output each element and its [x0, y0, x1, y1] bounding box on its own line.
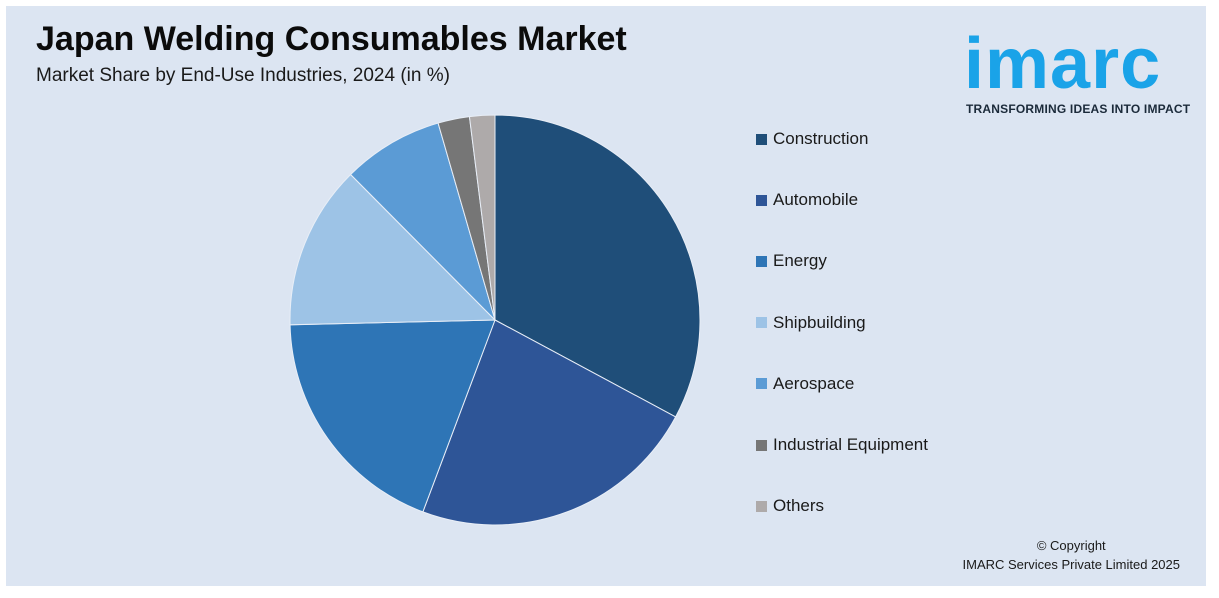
chart-panel: Japan Welding Consumables Market Market … [6, 6, 1206, 586]
legend-item-construction: Construction [756, 128, 868, 150]
legend-swatch [756, 255, 767, 267]
pie-chart [289, 114, 701, 526]
legend-label: Others [773, 496, 825, 516]
legend-label: Automobile [773, 190, 859, 210]
legend-swatch [756, 439, 767, 451]
legend-swatch [756, 317, 767, 329]
legend-swatch [756, 133, 767, 145]
legend-label: Industrial Equipment [773, 435, 928, 454]
chart-title: Japan Welding Consumables Market [36, 20, 627, 58]
pie-slice-energy [289, 319, 496, 513]
legend-label: Energy [773, 251, 827, 271]
legend-swatch [756, 500, 767, 512]
legend-item-shipbuilding: Shipbuilding [756, 312, 866, 334]
pie-slice-automobile [422, 319, 677, 526]
pie-slice-construction [494, 114, 701, 418]
legend-swatch [756, 378, 767, 390]
legend-label: Aerospace [773, 373, 855, 393]
copyright-line: © Copyright [1036, 538, 1106, 553]
copyright-notice: © Copyright IMARC Services Private Limit… [963, 536, 1180, 574]
legend-label: Construction [773, 129, 869, 148]
legend-item-aerospace: Aerospace [756, 373, 854, 395]
pie-slice-others [468, 114, 496, 321]
legend-swatch [756, 194, 767, 206]
legend-item-automobile: Automobile [756, 189, 858, 211]
chart-subtitle: Market Share by End-Use Industries, 2024… [36, 65, 450, 86]
logo-wordmark: imarc [964, 24, 1162, 104]
legend-item-others: Others [756, 495, 824, 517]
legend-item-energy: Energy [756, 250, 827, 272]
imarc-logo: imarc TRANSFORMING IDEAS INTO IMPACT [964, 16, 1196, 126]
copyright-company: IMARC Services Private Limited 2025 [962, 557, 1180, 572]
pie-slice-shipbuilding [289, 173, 497, 326]
logo-tagline: TRANSFORMING IDEAS INTO IMPACT [966, 102, 1191, 116]
pie-slice-aerospace [349, 122, 496, 321]
legend-label: Shipbuilding [773, 312, 866, 332]
legend-item-industrial-equipment: Industrial Equipment [756, 434, 928, 456]
